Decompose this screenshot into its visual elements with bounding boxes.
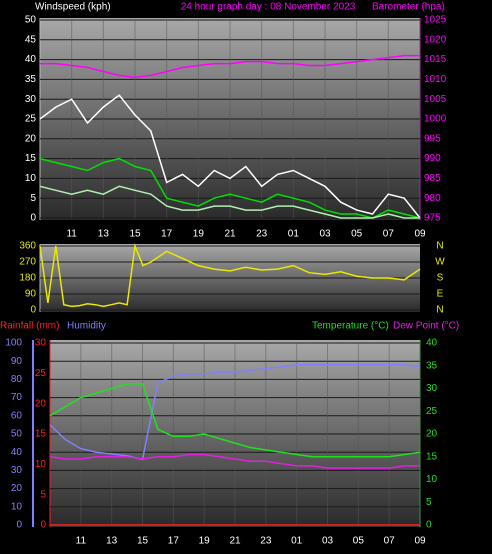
y3-tick-label: 25 — [35, 368, 47, 379]
y-tick-label: 60 — [11, 410, 23, 421]
x-tick-label: 15 — [129, 229, 141, 240]
y3-tick-label: 5 — [40, 489, 46, 500]
y-tick-label: 30 — [11, 465, 23, 476]
x-tick-label: 13 — [98, 229, 110, 240]
y-tick-label: 70 — [11, 392, 23, 403]
legend-label: Dew Point (°C) — [393, 321, 459, 332]
y-tick-label: 10 — [25, 173, 37, 184]
x-tick-label: 11 — [66, 229, 77, 240]
x-tick-label: 09 — [414, 229, 426, 240]
x-tick-label: 07 — [384, 536, 396, 547]
y2-tick-label: 980 — [424, 193, 441, 204]
y2-tick-label: 1010 — [424, 74, 447, 85]
y2-tick-label: 995 — [424, 133, 441, 144]
y-tick-label: 40 — [11, 447, 23, 458]
y-tick-label: 0 — [16, 520, 22, 531]
y-tick-label: 20 — [25, 133, 37, 144]
y2-tick-label: 1015 — [424, 54, 447, 65]
y2-tick-label: 990 — [424, 153, 441, 164]
x-tick-label: 11 — [76, 536, 87, 547]
y2-tick-label: 20 — [426, 429, 438, 440]
compass-label: N — [436, 305, 443, 316]
y2-tick-label: 1005 — [424, 94, 447, 105]
legend-label: Rainfall (mm) — [0, 321, 59, 332]
y2-tick-label: 25 — [426, 406, 438, 417]
y-tick-label: 40 — [25, 54, 37, 65]
x-tick-label: 13 — [106, 536, 118, 547]
y3-tick-label: 0 — [40, 520, 46, 531]
y-axis-label: Windspeed (kph) — [35, 2, 111, 13]
y3-tick-label: 20 — [35, 398, 47, 409]
y2-tick-label: 30 — [426, 383, 438, 394]
y3-tick-label: 10 — [35, 459, 47, 470]
y-tick-label: 0 — [30, 213, 36, 224]
x-tick-label: 07 — [383, 229, 395, 240]
series-line — [39, 243, 421, 308]
y-tick-label: 20 — [11, 483, 23, 494]
x-tick-label: 19 — [193, 229, 205, 240]
series-line — [39, 94, 421, 219]
x-tick-label: 01 — [288, 229, 300, 240]
y-tick-label: 90 — [11, 356, 23, 367]
x-tick-label: 21 — [229, 536, 241, 547]
y-tick-label: 90 — [25, 289, 37, 300]
y-tick-label: 10 — [11, 501, 23, 512]
x-tick-label: 05 — [351, 229, 363, 240]
series-line — [49, 383, 421, 458]
x-tick-label: 23 — [260, 536, 272, 547]
x-tick-label: 01 — [291, 536, 303, 547]
y2-tick-label: 1025 — [424, 15, 447, 26]
y2-tick-label: 975 — [424, 213, 441, 224]
y-tick-label: 30 — [25, 94, 37, 105]
y2-tick-label: 40 — [426, 338, 438, 349]
y2-tick-label: 10 — [426, 474, 438, 485]
y2-tick-label: 15 — [426, 451, 438, 462]
legend-label: Temperature (°C) — [312, 321, 389, 332]
y-tick-label: 5 — [30, 193, 36, 204]
y2-tick-label: 1020 — [424, 34, 447, 45]
compass-label: S — [437, 273, 444, 284]
x-tick-label: 17 — [161, 229, 173, 240]
compass-label: N — [436, 241, 443, 252]
chart-title: 24 hour graph day : 08 November 2023 — [181, 2, 356, 13]
y2-tick-label: 1000 — [424, 114, 447, 125]
y2-tick-label: 5 — [426, 497, 432, 508]
x-tick-label: 15 — [137, 536, 149, 547]
y2-tick-label: 985 — [424, 173, 441, 184]
y-tick-label: 45 — [25, 34, 37, 45]
y3-tick-label: 15 — [35, 429, 47, 440]
x-tick-label: 05 — [353, 536, 365, 547]
y-tick-label: 25 — [25, 114, 37, 125]
y3-tick-label: 30 — [35, 338, 47, 349]
y2-tick-label: 35 — [426, 360, 438, 371]
series-line — [39, 157, 421, 219]
y2-axis-label: Barometer (hpa) — [372, 2, 445, 13]
legend-label: Humidity — [67, 321, 106, 332]
x-tick-label: 23 — [256, 229, 268, 240]
y-tick-label: 15 — [25, 153, 37, 164]
compass-label: W — [435, 257, 445, 268]
x-tick-label: 09 — [414, 536, 426, 547]
series-line — [49, 453, 420, 469]
x-tick-label: 03 — [322, 536, 334, 547]
y-tick-label: 100 — [5, 338, 22, 349]
series-line — [49, 364, 421, 461]
y-tick-label: 270 — [19, 257, 36, 268]
series-line — [40, 54, 420, 79]
compass-label: E — [437, 289, 444, 300]
y-tick-label: 80 — [11, 374, 23, 385]
y-tick-label: 180 — [19, 273, 36, 284]
series-line — [39, 185, 420, 219]
y-tick-label: 0 — [30, 305, 36, 316]
y-tick-label: 50 — [11, 429, 23, 440]
x-tick-label: 17 — [168, 536, 180, 547]
x-tick-label: 03 — [319, 229, 331, 240]
x-tick-label: 19 — [199, 536, 211, 547]
y-tick-label: 35 — [25, 74, 37, 85]
x-tick-label: 21 — [224, 229, 236, 240]
y2-tick-label: 0 — [426, 520, 432, 531]
y-tick-label: 50 — [25, 15, 37, 26]
y-tick-label: 360 — [19, 241, 36, 252]
